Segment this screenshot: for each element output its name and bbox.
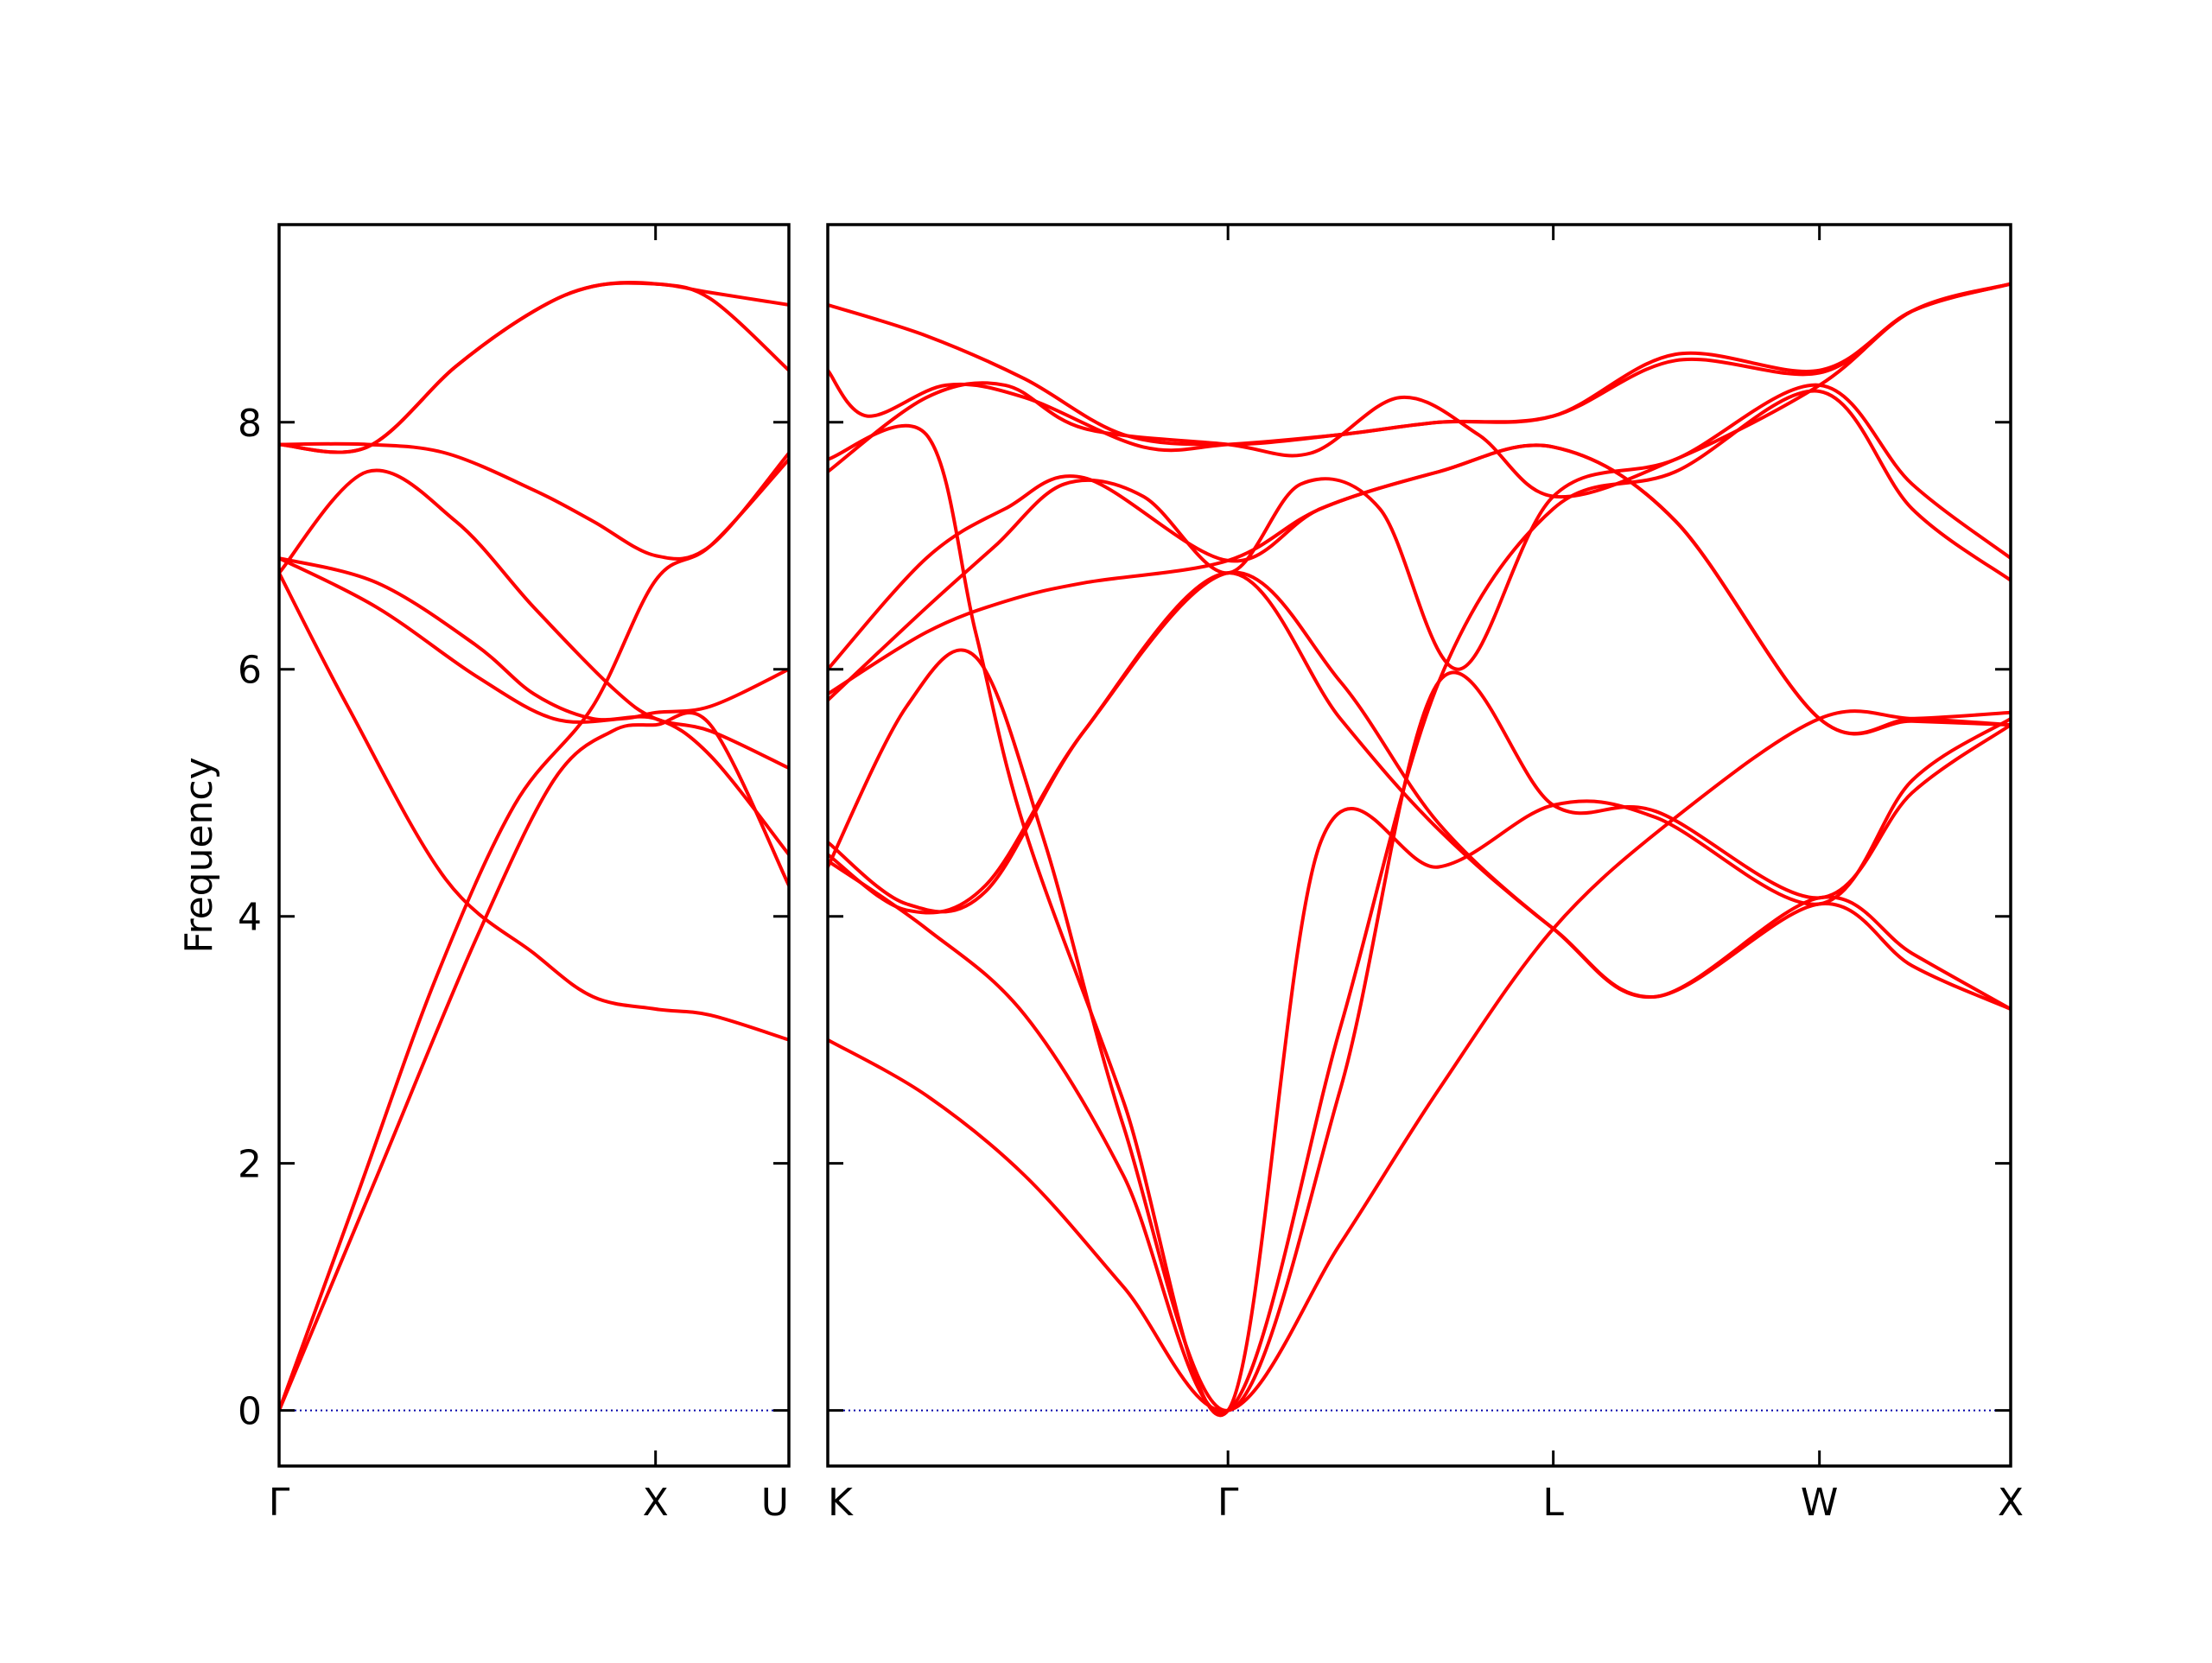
panel-1: 0 2 4 6 8 Γ X U bbox=[238, 223, 791, 1525]
x-tick-label: K bbox=[828, 1481, 854, 1525]
band-line bbox=[279, 571, 789, 1042]
band-line bbox=[279, 556, 789, 857]
band-line bbox=[279, 281, 789, 454]
x-tick-label: U bbox=[761, 1481, 789, 1525]
band-line bbox=[279, 711, 789, 1412]
x-tick-label: X bbox=[1998, 1481, 2024, 1525]
band-line bbox=[828, 423, 2011, 1418]
band-lines bbox=[279, 281, 789, 1412]
y-tick-label: 6 bbox=[238, 649, 262, 693]
panels-layer: 0 2 4 6 8 Γ X U K Γ L W X bbox=[238, 223, 2024, 1525]
band-line bbox=[279, 556, 789, 724]
x-tick-label: W bbox=[1801, 1481, 1839, 1525]
band-line bbox=[279, 457, 789, 1412]
band-line bbox=[828, 443, 2011, 736]
y-tick-label: 8 bbox=[238, 402, 262, 446]
band-line bbox=[828, 443, 2011, 736]
x-tick-label: X bbox=[643, 1481, 669, 1525]
plot-frame bbox=[277, 223, 791, 1468]
y-axis-label: Frequency bbox=[177, 757, 221, 953]
band-line bbox=[828, 570, 2011, 1011]
band-line bbox=[828, 389, 2011, 1415]
x-tick-label: Γ bbox=[1217, 1481, 1239, 1525]
band-line bbox=[279, 468, 789, 771]
y-tick-label: 2 bbox=[238, 1143, 262, 1187]
x-tick-label: L bbox=[1542, 1481, 1564, 1525]
plot-frame bbox=[826, 223, 2012, 1468]
y-tick-label: 4 bbox=[238, 896, 262, 940]
band-line bbox=[828, 282, 2011, 447]
band-line bbox=[828, 709, 2011, 1412]
band-line bbox=[828, 383, 2011, 702]
y-tick-label: 0 bbox=[238, 1390, 262, 1434]
band-line bbox=[279, 281, 789, 454]
band-line bbox=[828, 282, 2011, 499]
x-tick-label: Γ bbox=[269, 1481, 290, 1525]
band-line bbox=[828, 648, 2011, 1412]
band-lines bbox=[828, 282, 2011, 1418]
band-line bbox=[828, 571, 2011, 1011]
